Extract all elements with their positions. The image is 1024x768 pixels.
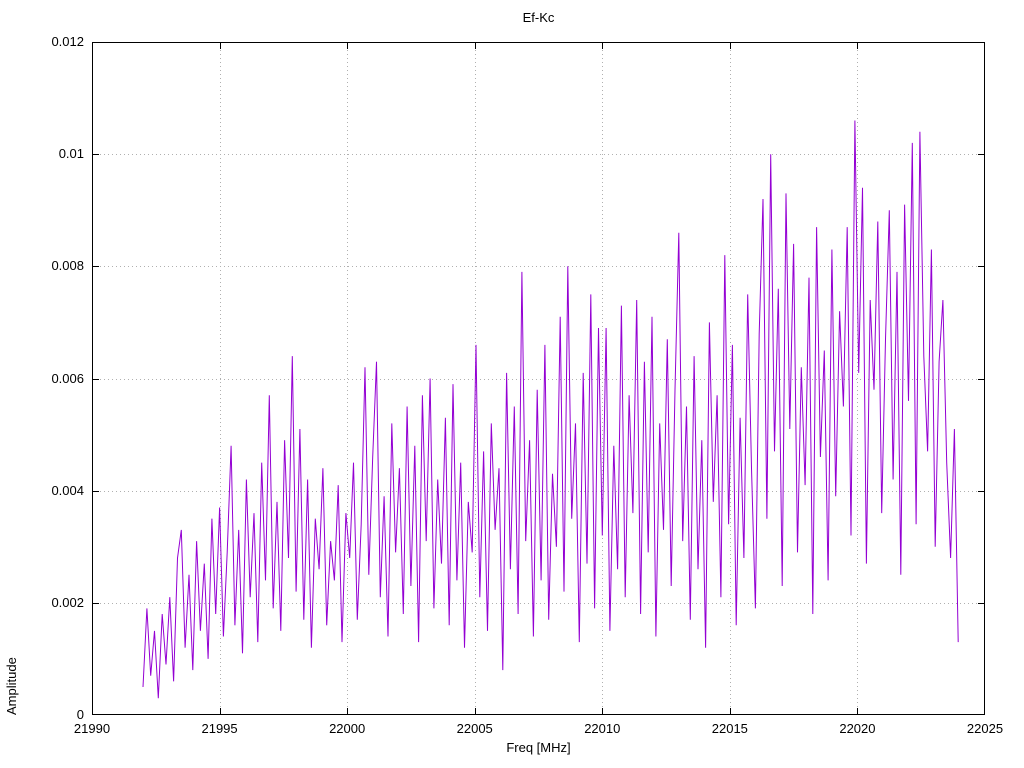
y-tick-label: 0.01 xyxy=(58,146,84,162)
y-tick-label: 0.006 xyxy=(51,370,84,386)
x-tick-label: 21995 xyxy=(201,721,238,736)
x-tick-label: 22025 xyxy=(966,721,1004,736)
y-tick-label: 0.002 xyxy=(51,594,84,610)
series-line xyxy=(142,120,959,699)
plot-svg xyxy=(92,42,986,716)
x-tick-label: 22015 xyxy=(711,721,748,736)
y-tick-label: 0.008 xyxy=(51,258,84,274)
x-tick-label: 22000 xyxy=(329,721,366,736)
x-tick-label: 21990 xyxy=(73,721,111,736)
plot-border xyxy=(92,42,985,715)
y-tick-label: 0.012 xyxy=(51,34,84,49)
x-tick-label: 22005 xyxy=(456,721,493,736)
x-tick-label: 22010 xyxy=(584,721,621,736)
plot-area xyxy=(92,42,986,716)
x-tick-label: 22020 xyxy=(839,721,876,736)
y-tick-label: 0 xyxy=(76,707,84,722)
x-axis-label: Freq [MHz] xyxy=(506,740,571,755)
y-tick-label: 0.004 xyxy=(51,482,84,498)
chart-title: Ef-Kc xyxy=(522,10,555,25)
